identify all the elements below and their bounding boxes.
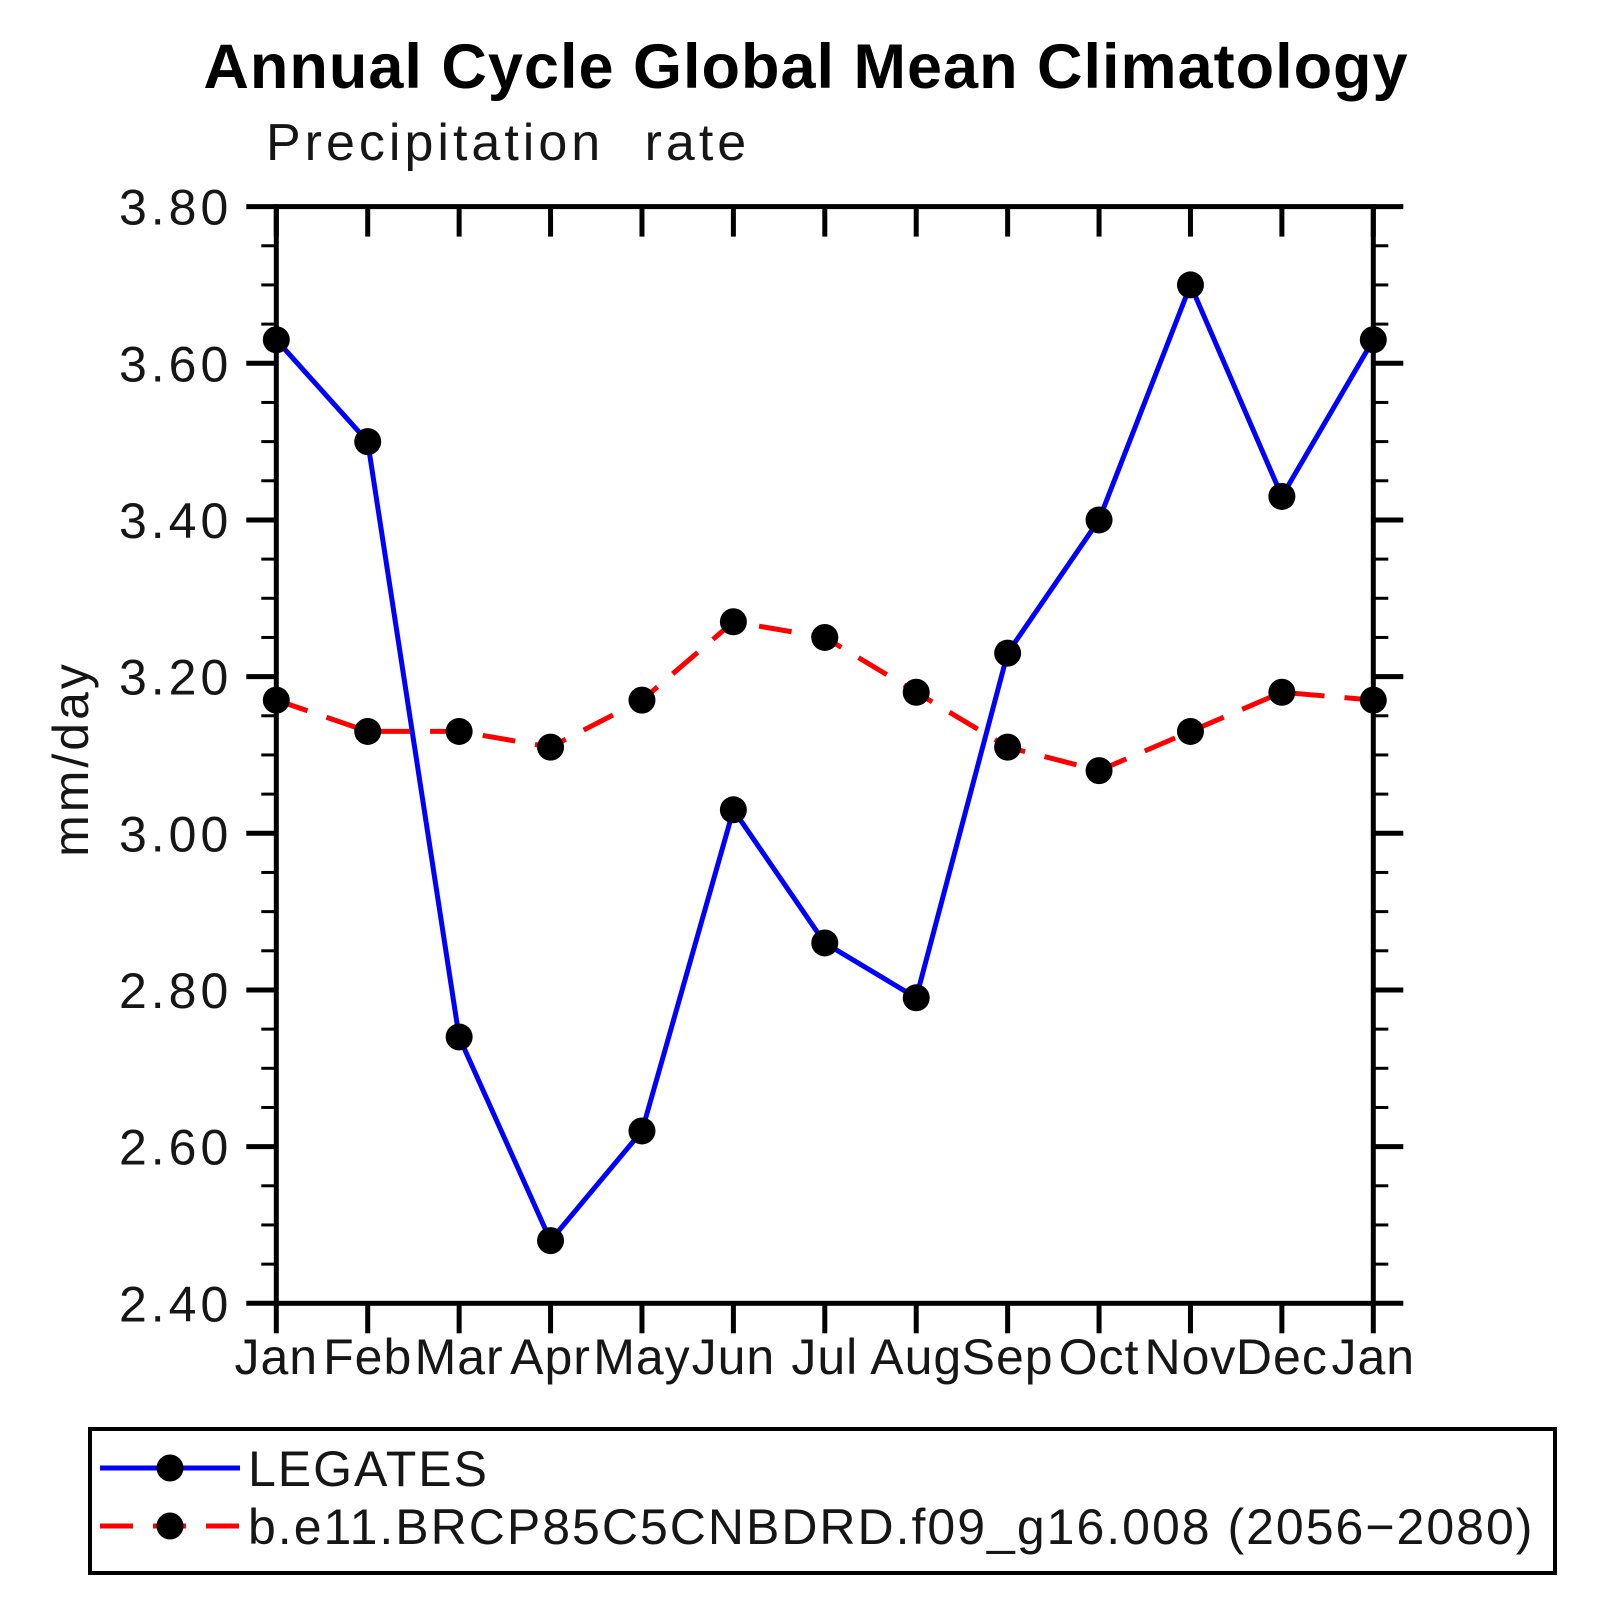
series-line-legates [274, 282, 1376, 1244]
legend: LEGATESb.e11.BRCP85C5CNBDRD.f09_g16.008 … [88, 1427, 1557, 1575]
data-point-marker [537, 733, 565, 761]
y-tick-label: 3.80 [119, 180, 232, 236]
x-tick-label: Nov [1145, 1329, 1237, 1385]
chart-subtitle: Precipitation rate [266, 114, 750, 172]
legend-box [88, 1427, 1557, 1575]
x-tick-label: Jan [1331, 1329, 1415, 1385]
data-point-marker [1176, 271, 1204, 299]
data-point-marker [1085, 506, 1113, 534]
legend-marker-sample [156, 1512, 184, 1540]
data-point-marker [354, 717, 382, 745]
x-tick-label: May [593, 1329, 690, 1385]
x-tick-label: Jul [791, 1329, 858, 1385]
data-point-marker [445, 717, 473, 745]
y-tick-label: 3.20 [119, 650, 232, 706]
data-point-marker [811, 623, 839, 651]
x-tick-label: Oct [1059, 1329, 1140, 1385]
data-point-marker [902, 678, 930, 706]
y-tick-label: 2.60 [119, 1120, 232, 1176]
data-point-marker [445, 1023, 473, 1051]
data-point-marker [994, 639, 1022, 667]
data-point-marker [1085, 757, 1113, 785]
legend-marker-sample [156, 1454, 184, 1482]
legend-entry-label: b.e11.BRCP85C5CNBDRD.f09_g16.008 (2056−2… [248, 1499, 1534, 1555]
data-point-marker [537, 1227, 565, 1255]
x-tick-label: Sep [962, 1329, 1054, 1385]
data-point-marker [354, 428, 382, 456]
x-tick-label: Jan [234, 1329, 318, 1385]
x-tick-label: Apr [510, 1329, 591, 1385]
data-point-marker [1176, 717, 1204, 745]
data-point-marker [719, 796, 747, 824]
x-tick-label: Mar [415, 1329, 504, 1385]
plot-frame [273, 204, 1376, 1306]
data-point-marker [994, 733, 1022, 761]
series-lines [274, 282, 1376, 1244]
data-point-marker [1359, 326, 1387, 354]
data-point-marker [262, 326, 290, 354]
data-point-marker [1359, 686, 1387, 714]
data-point-marker [628, 1117, 656, 1145]
y-tick-label: 3.00 [119, 806, 232, 862]
data-point-marker [902, 984, 930, 1012]
y-axis-label: mm/day [43, 661, 99, 857]
x-tick-label: Feb [323, 1329, 412, 1385]
data-point-marker [262, 686, 290, 714]
data-point-markers [262, 271, 1387, 1255]
y-tick-label: 2.80 [119, 963, 232, 1019]
x-tick-label: Dec [1236, 1329, 1328, 1385]
y-tick-label: 2.40 [119, 1276, 232, 1332]
legend-entry-label: LEGATES [248, 1441, 489, 1497]
data-point-marker [628, 686, 656, 714]
y-tick-label: 3.40 [119, 493, 232, 549]
data-point-marker [811, 929, 839, 957]
x-tick-label: Jun [692, 1329, 776, 1385]
chart-title: Annual Cycle Global Mean Climatology [203, 32, 1408, 102]
data-point-marker [1268, 482, 1296, 510]
data-point-marker [1268, 678, 1296, 706]
x-tick-label: Aug [870, 1329, 962, 1385]
data-point-marker [719, 608, 747, 636]
y-tick-label: 3.60 [119, 336, 232, 392]
